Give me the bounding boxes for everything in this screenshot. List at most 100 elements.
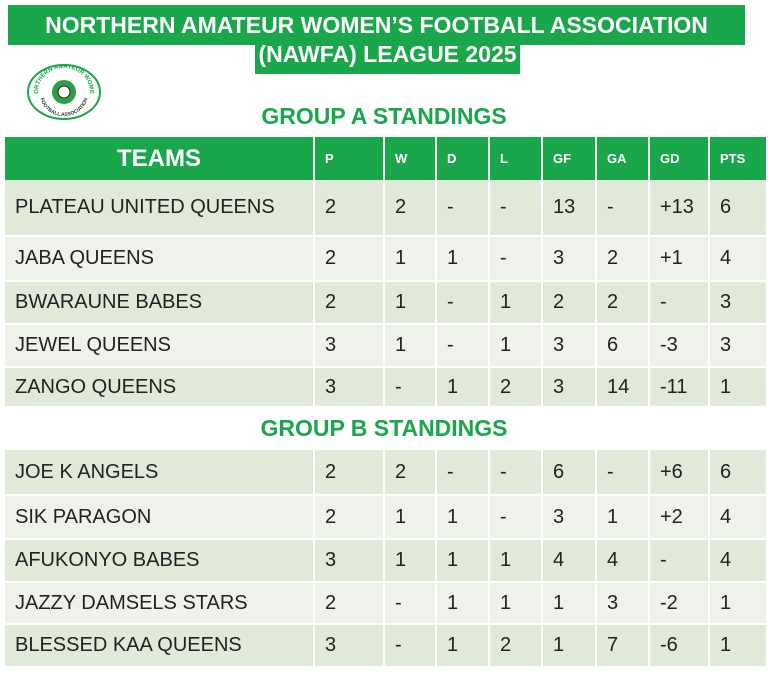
column-header: W <box>385 137 437 180</box>
stat-cell: - <box>437 325 490 368</box>
stat-cell: 1 <box>437 368 490 408</box>
stat-cell: 6 <box>710 180 768 237</box>
stat-cell: 3 <box>543 237 597 282</box>
stat-cell: +6 <box>650 450 710 496</box>
stat-cell: 2 <box>315 282 385 325</box>
stat-cell: 3 <box>543 368 597 408</box>
stat-cell: -11 <box>650 368 710 408</box>
stat-cell: - <box>490 496 543 540</box>
stat-cell: - <box>437 282 490 325</box>
stat-cell: 3 <box>597 583 650 625</box>
logo: NORTHERN AMATEUR WOMEN FOOTBALL ASSOCIAT… <box>26 64 101 120</box>
stat-cell: 1 <box>385 325 437 368</box>
column-header: GD <box>650 137 710 180</box>
team-name: JABA QUEENS <box>5 237 315 282</box>
stat-cell: - <box>490 180 543 237</box>
stat-cell: 4 <box>710 540 768 583</box>
stat-cell: 1 <box>710 625 768 668</box>
group-title: GROUP B STANDINGS <box>260 415 508 441</box>
stat-cell: 1 <box>543 625 597 668</box>
stat-cell: 2 <box>315 583 385 625</box>
stat-cell: 4 <box>543 540 597 583</box>
stat-cell: 2 <box>385 450 437 496</box>
team-name: SIK PARAGON <box>5 496 315 540</box>
column-header: GF <box>543 137 597 180</box>
stat-cell: - <box>437 450 490 496</box>
stat-cell: +13 <box>650 180 710 237</box>
stat-cell: -3 <box>650 325 710 368</box>
team-name: JOE K ANGELS <box>5 450 315 496</box>
stat-cell: - <box>437 180 490 237</box>
stat-cell: 1 <box>710 583 768 625</box>
team-name: BLESSED KAA QUEENS <box>5 625 315 668</box>
stat-cell: 3 <box>315 625 385 668</box>
stat-cell: 3 <box>543 325 597 368</box>
stat-cell: +1 <box>650 237 710 282</box>
stat-cell: 6 <box>543 450 597 496</box>
column-header: L <box>490 137 543 180</box>
stat-cell: 1 <box>437 625 490 668</box>
stat-cell: 1 <box>490 282 543 325</box>
team-name: JEWEL QUEENS <box>5 325 315 368</box>
stat-cell: 1 <box>385 496 437 540</box>
stat-cell: 4 <box>710 496 768 540</box>
stat-cell: 2 <box>385 180 437 237</box>
stat-cell: 1 <box>437 237 490 282</box>
stat-cell: - <box>385 625 437 668</box>
stat-cell: 1 <box>437 540 490 583</box>
team-name: ZANGO QUEENS <box>5 368 315 408</box>
stat-cell: 3 <box>710 325 768 368</box>
stat-cell: - <box>385 368 437 408</box>
stat-cell: 14 <box>597 368 650 408</box>
stat-cell: 4 <box>710 237 768 282</box>
stat-cell: 2 <box>543 282 597 325</box>
stat-cell: 2 <box>597 282 650 325</box>
stat-cell: 3 <box>543 496 597 540</box>
stat-cell: 6 <box>710 450 768 496</box>
stat-cell: 2 <box>490 625 543 668</box>
stat-cell: 3 <box>315 540 385 583</box>
team-name: JAZZY DAMSELS STARS <box>5 583 315 625</box>
stat-cell: 1 <box>490 540 543 583</box>
stat-cell: 2 <box>315 180 385 237</box>
team-name: BWARAUNE BABES <box>5 282 315 325</box>
stat-cell: - <box>490 450 543 496</box>
stat-cell: 1 <box>597 496 650 540</box>
stat-cell: 4 <box>597 540 650 583</box>
stat-cell: 3 <box>315 325 385 368</box>
stat-cell: - <box>650 282 710 325</box>
stat-cell: 13 <box>543 180 597 237</box>
stat-cell: - <box>597 180 650 237</box>
stat-cell: 1 <box>385 282 437 325</box>
group-title: GROUP A STANDINGS <box>261 103 507 129</box>
team-name: PLATEAU UNITED QUEENS <box>5 180 315 237</box>
stat-cell: 2 <box>490 368 543 408</box>
stat-cell: 1 <box>543 583 597 625</box>
column-header: GA <box>597 137 650 180</box>
stat-cell: 7 <box>597 625 650 668</box>
column-header: P <box>315 137 385 180</box>
stat-cell: -2 <box>650 583 710 625</box>
stat-cell: 3 <box>710 282 768 325</box>
stat-cell: -6 <box>650 625 710 668</box>
stat-cell: - <box>597 450 650 496</box>
stat-cell: 1 <box>385 237 437 282</box>
stat-cell: 1 <box>710 368 768 408</box>
column-header: PTS <box>710 137 768 180</box>
stat-cell: - <box>385 583 437 625</box>
stat-cell: +2 <box>650 496 710 540</box>
stat-cell: 2 <box>597 237 650 282</box>
team-name: AFUKONYO BABES <box>5 540 315 583</box>
title-banner: NORTHERN AMATEUR WOMEN’S FOOTBALL ASSOCI… <box>8 5 745 45</box>
stat-cell: - <box>650 540 710 583</box>
stat-cell: 1 <box>437 496 490 540</box>
stat-cell: 1 <box>490 583 543 625</box>
stat-cell: 2 <box>315 237 385 282</box>
stat-cell: 2 <box>315 450 385 496</box>
title-banner: (NAWFA) LEAGUE 2025 <box>255 38 520 74</box>
stat-cell: 6 <box>597 325 650 368</box>
column-header: TEAMS <box>5 137 315 180</box>
stat-cell: 1 <box>490 325 543 368</box>
stat-cell: - <box>490 237 543 282</box>
